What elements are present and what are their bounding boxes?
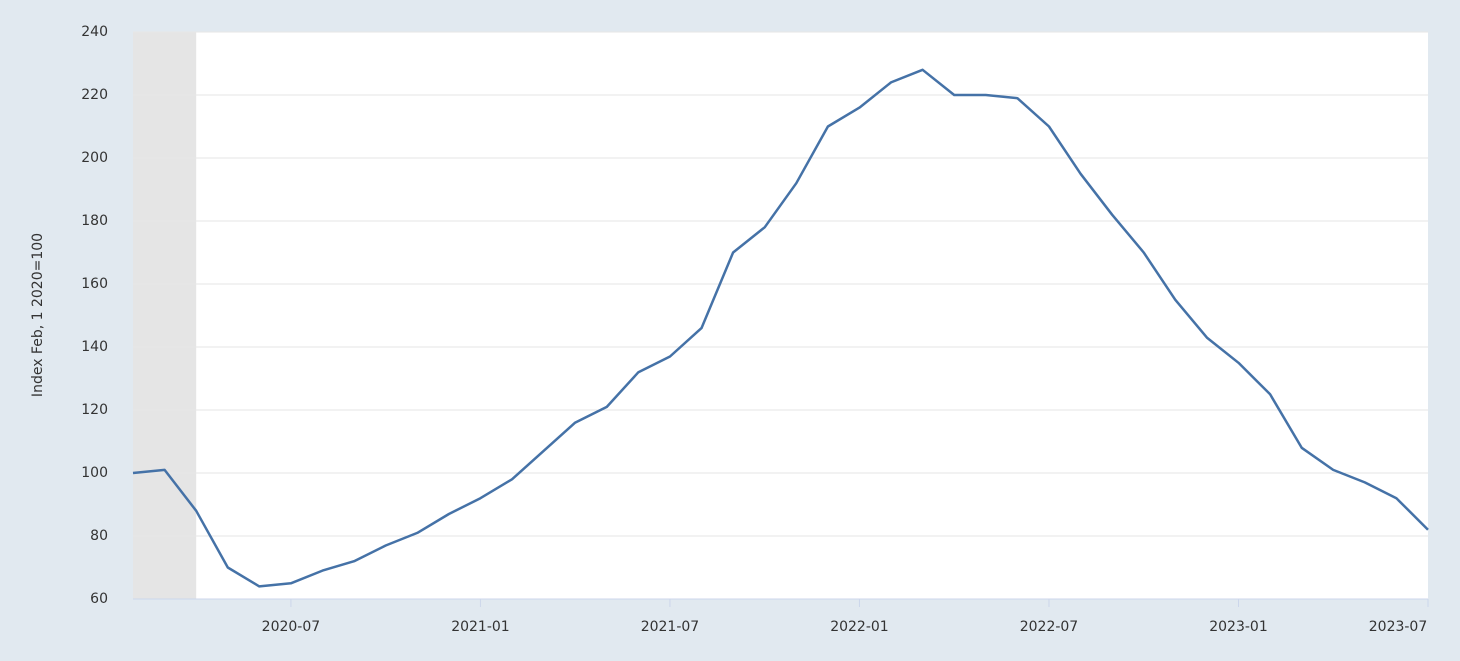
y-tick-label: 160: [81, 276, 108, 292]
y-tick-label: 180: [81, 213, 108, 229]
x-tick-label: 2020-07: [262, 619, 321, 635]
x-tick-label: 2022-07: [1020, 619, 1079, 635]
y-tick-label: 220: [81, 87, 108, 103]
y-tick-label: 240: [81, 24, 108, 40]
y-tick-label: 80: [90, 528, 108, 544]
y-axis-label: Index Feb, 1 2020=100: [30, 233, 46, 397]
y-tick-label: 100: [81, 465, 108, 481]
y-tick-label: 200: [81, 150, 108, 166]
data-line: [132, 68, 1429, 588]
plot-area: [133, 32, 1428, 599]
y-tick-label: 120: [81, 402, 108, 418]
recession-shade: [133, 32, 197, 599]
x-tick-label: 2022-01: [830, 619, 889, 635]
x-tick-label: 2021-07: [641, 619, 700, 635]
y-tick-label: 60: [90, 591, 108, 607]
x-tick-label: 2021-01: [451, 619, 510, 635]
y-tick-label: 140: [81, 339, 108, 355]
x-tick-label: 2023-01: [1209, 619, 1268, 635]
x-tick-label: 2023-07: [1369, 619, 1428, 635]
